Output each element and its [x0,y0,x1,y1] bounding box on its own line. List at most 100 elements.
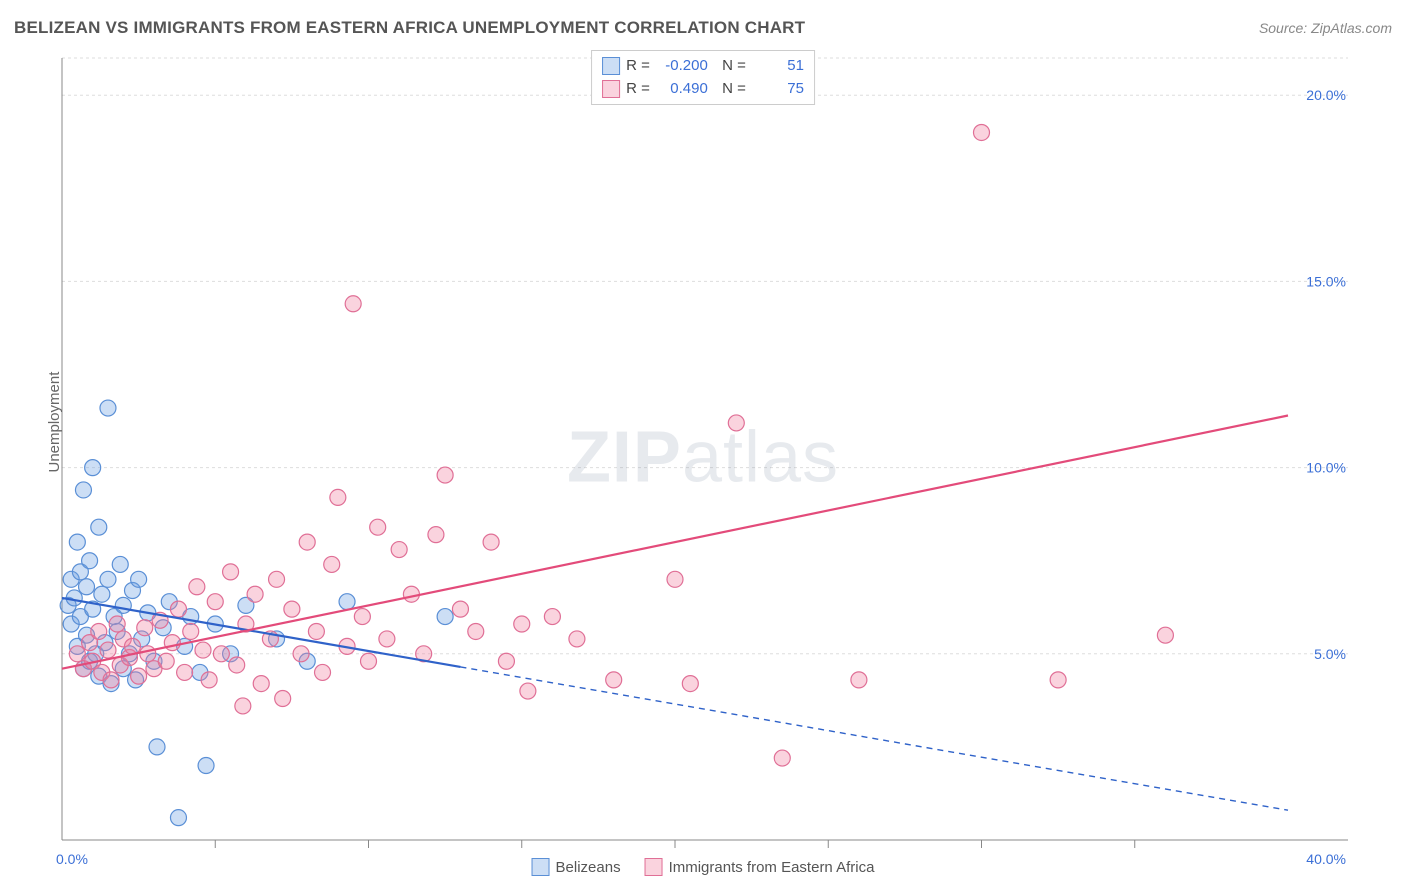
data-point [69,646,85,662]
data-point [269,571,285,587]
legend-n-label: N = [714,55,746,78]
legend-swatch [602,80,620,98]
data-point [403,586,419,602]
legend-r-value: 0.490 [656,78,708,101]
data-point [514,616,530,632]
data-point [66,590,82,606]
y-tick-label: 15.0% [1306,273,1346,289]
data-point [974,124,990,140]
header: BELIZEAN VS IMMIGRANTS FROM EASTERN AFRI… [14,18,1392,38]
data-point [137,620,153,636]
y-axis-label: Unemployment [46,372,63,473]
data-point [201,672,217,688]
series-label: Belizeans [556,859,621,876]
data-point [112,556,128,572]
data-point [75,482,91,498]
data-point [851,672,867,688]
page-title: BELIZEAN VS IMMIGRANTS FROM EASTERN AFRI… [14,18,805,38]
data-point [520,683,536,699]
series-label: Immigrants from Eastern Africa [669,859,875,876]
data-point [85,460,101,476]
data-point [606,672,622,688]
data-point [452,601,468,617]
data-point [1050,672,1066,688]
legend-swatch [532,858,550,876]
legend-n-value: 51 [752,55,804,78]
series-legend-item: Belizeans [532,858,621,876]
series-legend-item: Immigrants from Eastern Africa [645,858,875,876]
source-attribution: Source: ZipAtlas.com [1259,20,1392,36]
data-point [437,609,453,625]
trend-line [62,415,1288,668]
data-point [235,698,251,714]
data-point [158,653,174,669]
x-tick-label: 40.0% [1306,851,1346,867]
legend-row: R = 0.490 N = 75 [602,78,804,101]
data-point [293,646,309,662]
data-point [247,586,263,602]
data-point [498,653,514,669]
data-point [91,519,107,535]
data-point [170,601,186,617]
trend-line-extrapolated [460,667,1288,810]
data-point [284,601,300,617]
data-point [774,750,790,766]
data-point [115,597,131,613]
data-point [149,739,165,755]
data-point [468,623,484,639]
chart-container: Unemployment ZIPatlas 5.0%10.0%15.0%20.0… [14,50,1392,878]
data-point [667,571,683,587]
legend-r-value: -0.200 [656,55,708,78]
data-point [569,631,585,647]
data-point [94,586,110,602]
data-point [483,534,499,550]
y-tick-label: 5.0% [1314,646,1346,662]
data-point [728,415,744,431]
legend-row: R = -0.200 N = 51 [602,55,804,78]
data-point [391,542,407,558]
data-point [370,519,386,535]
data-point [109,616,125,632]
data-point [428,527,444,543]
correlation-legend: R = -0.200 N = 51R = 0.490 N = 75 [591,50,815,105]
data-point [544,609,560,625]
data-point [164,635,180,651]
data-point [354,609,370,625]
legend-r-label: R = [626,78,650,101]
data-point [91,623,107,639]
data-point [361,653,377,669]
data-point [103,672,119,688]
data-point [183,623,199,639]
legend-swatch [645,858,663,876]
data-point [207,594,223,610]
data-point [339,594,355,610]
data-point [345,296,361,312]
data-point [177,664,193,680]
data-point [82,553,98,569]
x-tick-label: 0.0% [56,851,88,867]
series-legend: Belizeans Immigrants from Eastern Africa [532,858,875,876]
data-point [131,668,147,684]
data-point [324,556,340,572]
data-point [299,534,315,550]
data-point [195,642,211,658]
y-tick-label: 20.0% [1306,87,1346,103]
data-point [308,623,324,639]
data-point [189,579,205,595]
data-point [170,810,186,826]
data-point [275,690,291,706]
legend-r-label: R = [626,55,650,78]
data-point [330,489,346,505]
legend-n-label: N = [714,78,746,101]
data-point [437,467,453,483]
legend-swatch [602,57,620,75]
data-point [229,657,245,673]
data-point [79,579,95,595]
data-point [100,400,116,416]
legend-n-value: 75 [752,78,804,101]
data-point [315,664,331,680]
data-point [213,646,229,662]
data-point [253,676,269,692]
data-point [140,646,156,662]
y-tick-label: 10.0% [1306,460,1346,476]
